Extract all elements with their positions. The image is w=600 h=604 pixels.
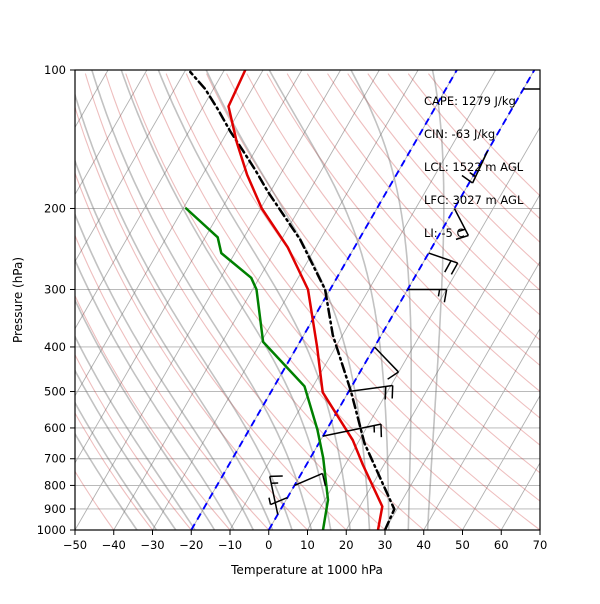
moist-adiabat <box>92 70 312 530</box>
barb-feather-full <box>392 386 393 399</box>
x-tick-label: 50 <box>455 538 470 552</box>
y-tick-label: 100 <box>44 63 66 77</box>
barb-feather-half <box>438 289 439 296</box>
isotherm-gridline <box>540 70 600 530</box>
isotherm-gridline <box>0 70 263 530</box>
x-tick-label: −20 <box>179 538 203 552</box>
li-annotation: LI: -5 C <box>424 226 464 240</box>
barb-staff <box>374 347 398 372</box>
x-tick-label: 20 <box>339 538 354 552</box>
dry-adiabat <box>368 74 600 530</box>
x-axis-label: Temperature at 1000 hPa <box>230 563 383 577</box>
dry-adiabat <box>207 74 600 530</box>
dry-adiabat <box>126 74 463 530</box>
cape-annotation: CAPE: 1279 J/kg <box>424 94 516 108</box>
barb-staff <box>270 498 287 505</box>
dry-adiabat <box>247 74 600 530</box>
moist-adiabat <box>121 70 330 530</box>
barb-feather-half <box>269 498 271 505</box>
barb-staff <box>294 473 322 485</box>
moist-adiabat <box>158 70 350 530</box>
lfc-annotation: LFC: 3027 m AGL <box>424 193 524 207</box>
y-tick-label: 700 <box>44 452 66 466</box>
y-tick-label: 200 <box>44 201 66 215</box>
moist-adiabat <box>2 70 214 530</box>
isotherm-gridline <box>501 70 600 530</box>
dry-adiabat <box>409 74 600 530</box>
dry-adiabat <box>0 74 191 530</box>
y-tick-label: 1000 <box>37 523 66 537</box>
temperature-profile <box>229 70 383 530</box>
x-tick-label: 0 <box>265 538 272 552</box>
dry-adiabat <box>328 74 600 530</box>
x-tick-label: −10 <box>218 538 242 552</box>
y-tick-label: 900 <box>44 502 66 516</box>
y-tick-label: 600 <box>44 421 66 435</box>
y-axis-label: Pressure (hPa) <box>11 257 25 343</box>
y-tick-label: 800 <box>44 478 66 492</box>
barb-staff <box>323 424 381 436</box>
wind-barb-400hPa <box>374 347 398 379</box>
y-tick-label: 300 <box>44 282 66 296</box>
moist-adiabats <box>0 70 444 530</box>
dry-adiabat <box>267 74 600 530</box>
wind-barb-625hPa <box>323 424 381 437</box>
x-tick-label: −40 <box>102 538 126 552</box>
barb-feather-full <box>385 386 386 399</box>
x-tick-label: 10 <box>300 538 315 552</box>
barb-feather-full <box>451 263 457 274</box>
barb-feather-full <box>445 261 451 272</box>
temperature-line <box>229 70 383 530</box>
x-tick-label: 60 <box>494 538 509 552</box>
y-tick-label: 500 <box>44 385 66 399</box>
x-tick-label: −50 <box>63 538 87 552</box>
x-tick-label: 70 <box>533 538 548 552</box>
x-tick-label: 30 <box>378 538 393 552</box>
y-tick-label: 400 <box>44 340 66 354</box>
x-tick-label: −30 <box>140 538 164 552</box>
x-tick-label: 40 <box>416 538 431 552</box>
dry-adiabat <box>65 74 346 530</box>
isotherm-gridline <box>0 70 186 530</box>
dry-adiabat <box>429 74 600 530</box>
cin-annotation: CIN: -63 J/kg <box>424 127 495 141</box>
lcl-annotation: LCL: 1522 m AGL <box>424 160 524 174</box>
